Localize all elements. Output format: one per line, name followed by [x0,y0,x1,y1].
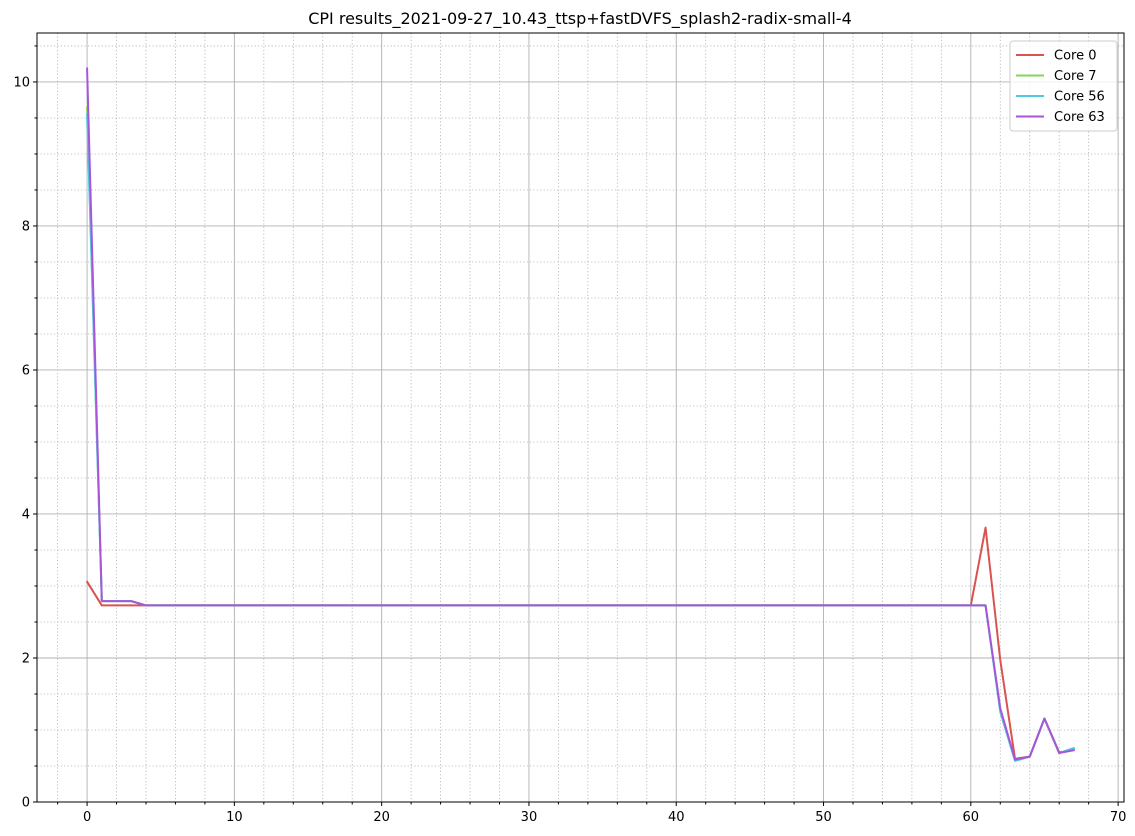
legend-box [1009,40,1118,132]
major-grid [37,33,1124,803]
series-line-core-63 [86,67,1075,761]
chart-title: CPI results_2021-09-27_10.43_ttsp+fastDV… [308,9,852,29]
y-tick-label: 2 [22,651,30,666]
y-tick-label: 10 [13,75,30,90]
legend-label: Core 56 [1054,90,1105,105]
legend-label: Core 7 [1054,69,1097,84]
x-tick-label: 60 [963,810,980,825]
x-tick-label: 40 [668,810,685,825]
legend: Core 0 Core 7 Core 56 Core 63 [1009,40,1118,132]
x-tick-label: 30 [521,810,538,825]
legend-label: Core 63 [1054,110,1105,125]
axes-frame [36,32,1125,803]
series-line-core-56 [86,113,1075,762]
y-tick-label: 8 [22,219,30,234]
y-axis: 0 2 4 6 8 10 [13,45,37,811]
x-tick-label: 0 [83,810,91,825]
legend-label: Core 0 [1054,49,1097,64]
x-tick-label: 70 [1110,810,1127,825]
y-tick-label: 6 [22,363,30,378]
x-tick-label: 50 [815,810,832,825]
x-axis: 0 10 20 30 40 50 60 70 [57,802,1127,825]
y-tick-label: 4 [22,507,30,522]
minor-grid [37,33,1124,802]
series-line-core-7 [86,106,1075,762]
series-line-core-0 [86,526,1075,760]
x-tick-label: 20 [373,810,390,825]
y-tick-label: 0 [22,796,30,811]
x-tick-label: 10 [226,810,243,825]
series-layer [86,67,1075,762]
